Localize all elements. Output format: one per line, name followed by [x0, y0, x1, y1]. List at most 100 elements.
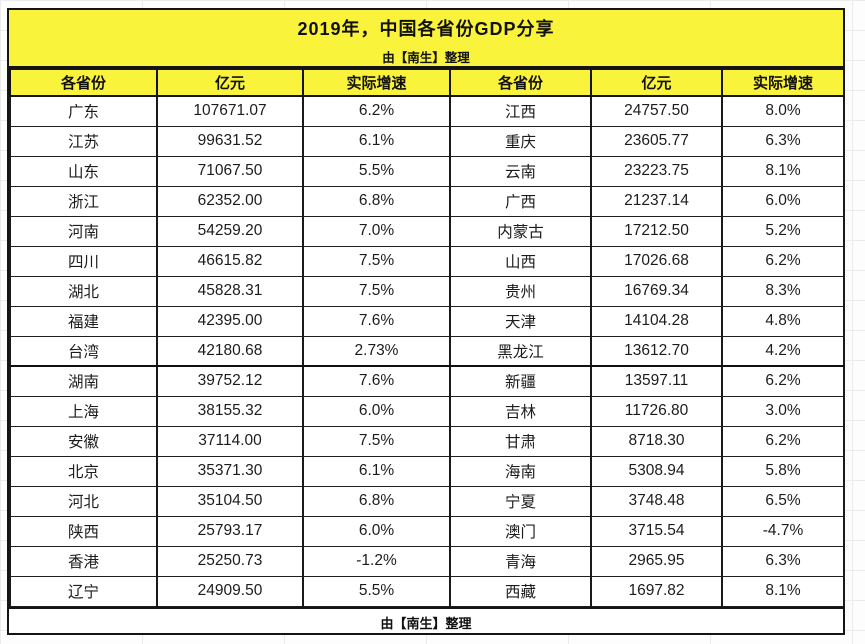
- growth-cell: 6.3%: [721, 125, 845, 157]
- gdp-cell: 99631.52: [156, 125, 304, 157]
- table-row: 香港 25250.73 -1.2% 青海 2965.95 6.3%: [9, 545, 845, 577]
- table-row: 台湾 42180.68 2.73% 黑龙江 13612.70 4.2%: [9, 335, 845, 367]
- growth-cell: 8.1%: [721, 155, 845, 187]
- growth-cell: 6.0%: [302, 515, 451, 547]
- header-province-left: 各省份: [9, 68, 158, 97]
- growth-cell: 5.2%: [721, 215, 845, 247]
- growth-cell: 6.2%: [721, 365, 845, 397]
- gdp-cell: 45828.31: [156, 275, 304, 307]
- table-header: 各省份 亿元 实际增速 各省份 亿元 实际增速: [9, 68, 845, 97]
- province-cell: 内蒙古: [449, 215, 592, 247]
- gdp-cell: 3748.48: [590, 485, 723, 517]
- growth-cell: 4.2%: [721, 335, 845, 367]
- province-cell: 吉林: [449, 395, 592, 427]
- table-row: 湖南 39752.12 7.6% 新疆 13597.11 6.2%: [9, 365, 845, 397]
- title-credit: 由【南生】整理: [382, 51, 470, 65]
- province-cell: 四川: [9, 245, 158, 277]
- growth-cell: 5.8%: [721, 455, 845, 487]
- gdp-cell: 17026.68: [590, 245, 723, 277]
- footer-credit: 由【南生】整理: [9, 606, 843, 633]
- province-cell: 重庆: [449, 125, 592, 157]
- gdp-cell: 25250.73: [156, 545, 304, 577]
- province-cell: 辽宁: [9, 575, 158, 607]
- page-title: 2019年，中国各省份GDP分享: [297, 19, 555, 39]
- gdp-cell: 5308.94: [590, 455, 723, 487]
- province-cell: 广西: [449, 185, 592, 217]
- gdp-cell: 62352.00: [156, 185, 304, 217]
- gdp-table: 各省份 亿元 实际增速 各省份 亿元 实际增速 广东 107671.07 6.2% 江…: [9, 68, 845, 607]
- growth-cell: 6.5%: [721, 485, 845, 517]
- growth-cell: 6.3%: [721, 545, 845, 577]
- gdp-cell: 71067.50: [156, 155, 304, 187]
- province-cell: 北京: [9, 455, 158, 487]
- table-body: 广东 107671.07 6.2% 江西 24757.50 8.0% 江苏 99631.52 6…: [9, 95, 845, 607]
- province-cell: 江西: [449, 95, 592, 127]
- gdp-cell: 1697.82: [590, 575, 723, 607]
- gdp-cell: 107671.07: [156, 95, 304, 127]
- gdp-cell: 13612.70: [590, 335, 723, 367]
- province-cell: 新疆: [449, 365, 592, 397]
- growth-cell: 7.6%: [302, 365, 451, 397]
- province-cell: 安徽: [9, 425, 158, 457]
- gdp-cell: 42180.68: [156, 335, 304, 367]
- growth-cell: 8.0%: [721, 95, 845, 127]
- growth-cell: 7.6%: [302, 305, 451, 337]
- growth-cell: 7.0%: [302, 215, 451, 247]
- gdp-cell: 3715.54: [590, 515, 723, 547]
- province-cell: 上海: [9, 395, 158, 427]
- table-row: 河南 54259.20 7.0% 内蒙古 17212.50 5.2%: [9, 215, 845, 247]
- province-cell: 青海: [449, 545, 592, 577]
- gdp-cell: 8718.30: [590, 425, 723, 457]
- gdp-cell: 16769.34: [590, 275, 723, 307]
- province-cell: 广东: [9, 95, 158, 127]
- header-growth-right: 实际增速: [721, 68, 845, 97]
- province-cell: 宁夏: [449, 485, 592, 517]
- gdp-cell: 54259.20: [156, 215, 304, 247]
- growth-cell: 3.0%: [721, 395, 845, 427]
- growth-cell: 6.1%: [302, 455, 451, 487]
- gdp-cell: 42395.00: [156, 305, 304, 337]
- growth-cell: 7.5%: [302, 275, 451, 307]
- growth-cell: 6.0%: [302, 395, 451, 427]
- province-cell: 山东: [9, 155, 158, 187]
- growth-cell: 4.8%: [721, 305, 845, 337]
- table-row: 湖北 45828.31 7.5% 贵州 16769.34 8.3%: [9, 275, 845, 307]
- table-row: 上海 38155.32 6.0% 吉林 11726.80 3.0%: [9, 395, 845, 427]
- table-row: 河北 35104.50 6.8% 宁夏 3748.48 6.5%: [9, 485, 845, 517]
- province-cell: 天津: [449, 305, 592, 337]
- growth-cell: 8.3%: [721, 275, 845, 307]
- table-row: 北京 35371.30 6.1% 海南 5308.94 5.8%: [9, 455, 845, 487]
- table-row: 广东 107671.07 6.2% 江西 24757.50 8.0%: [9, 95, 845, 127]
- province-cell: 甘肃: [449, 425, 592, 457]
- growth-cell: 6.2%: [302, 95, 451, 127]
- table-row: 山东 71067.50 5.5% 云南 23223.75 8.1%: [9, 155, 845, 187]
- growth-cell: 7.5%: [302, 245, 451, 277]
- province-cell: 云南: [449, 155, 592, 187]
- province-cell: 山西: [449, 245, 592, 277]
- province-cell: 贵州: [449, 275, 592, 307]
- gdp-cell: 17212.50: [590, 215, 723, 247]
- growth-cell: 6.8%: [302, 485, 451, 517]
- province-cell: 河南: [9, 215, 158, 247]
- gdp-cell: 2965.95: [590, 545, 723, 577]
- gdp-cell: 21237.14: [590, 185, 723, 217]
- growth-cell: 6.8%: [302, 185, 451, 217]
- table-row: 安徽 37114.00 7.5% 甘肃 8718.30 6.2%: [9, 425, 845, 457]
- gdp-table-container: 2019年，中国各省份GDP分享 由【南生】整理 各省份 亿元 实际增速 各省份…: [7, 8, 845, 635]
- province-cell: 黑龙江: [449, 335, 592, 367]
- gdp-cell: 25793.17: [156, 515, 304, 547]
- header-row: 各省份 亿元 实际增速 各省份 亿元 实际增速: [9, 68, 845, 97]
- gdp-cell: 38155.32: [156, 395, 304, 427]
- growth-cell: 5.5%: [302, 575, 451, 607]
- growth-cell: 6.1%: [302, 125, 451, 157]
- province-cell: 陕西: [9, 515, 158, 547]
- province-cell: 湖南: [9, 365, 158, 397]
- gdp-cell: 37114.00: [156, 425, 304, 457]
- table-row: 四川 46615.82 7.5% 山西 17026.68 6.2%: [9, 245, 845, 277]
- gdp-cell: 35104.50: [156, 485, 304, 517]
- province-cell: 湖北: [9, 275, 158, 307]
- gdp-cell: 14104.28: [590, 305, 723, 337]
- table-title-block: 2019年，中国各省份GDP分享 由【南生】整理: [9, 10, 843, 68]
- table-row: 江苏 99631.52 6.1% 重庆 23605.77 6.3%: [9, 125, 845, 157]
- header-province-right: 各省份: [449, 68, 592, 97]
